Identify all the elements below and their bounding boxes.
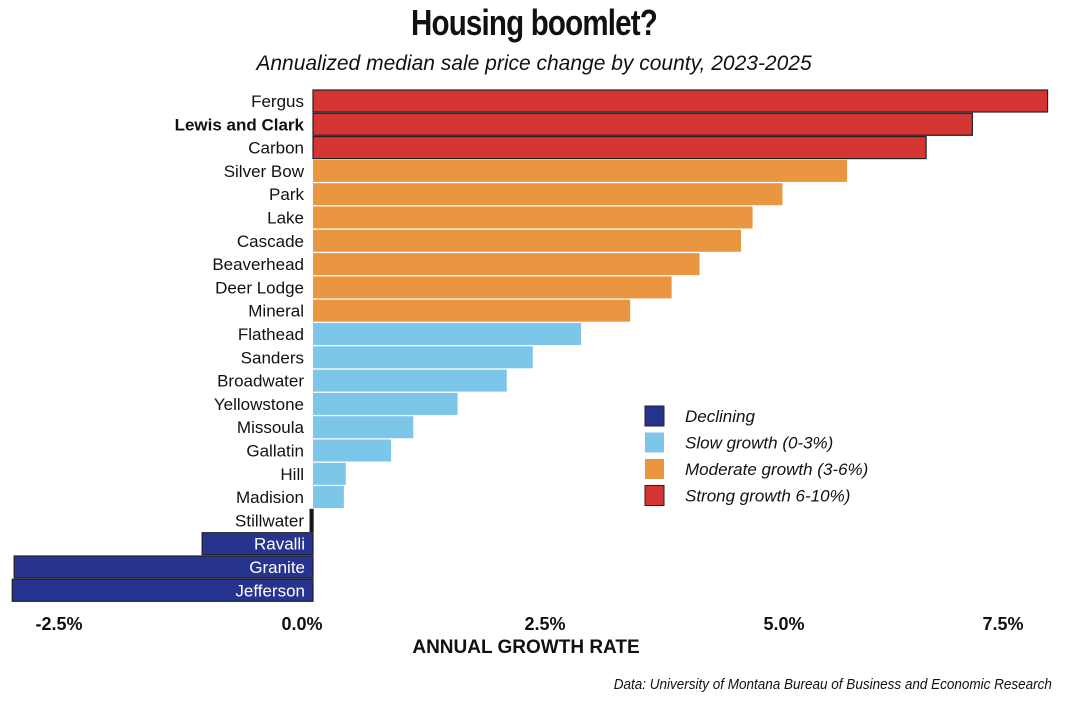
legend-label-slow: Slow growth (0-3%) bbox=[685, 434, 833, 453]
bar-deer-lodge bbox=[313, 276, 672, 299]
bar-madision bbox=[313, 486, 344, 509]
legend-label-strong: Strong growth 6-10%) bbox=[685, 487, 850, 506]
bar-stillwater bbox=[309, 508, 314, 532]
category-label: Ravalli bbox=[254, 535, 305, 554]
x-axis-label: ANNUAL GROWTH RATE bbox=[412, 637, 640, 658]
category-label: Mineral bbox=[248, 302, 304, 321]
bar-gallatin bbox=[313, 439, 392, 462]
category-labels: Fergus Lewis and Clark Carbon Silver Bow Par… bbox=[175, 92, 305, 600]
category-label: Broadwater bbox=[217, 372, 304, 391]
legend-label-declining: Declining bbox=[685, 407, 755, 426]
legend-swatch-slow bbox=[645, 432, 664, 453]
bar-yellowstone bbox=[313, 392, 458, 415]
category-label: Sanders bbox=[241, 348, 304, 367]
legend-swatch-declining bbox=[644, 405, 665, 427]
bar-flathead bbox=[313, 323, 581, 345]
bar-lewis-and-clark bbox=[312, 112, 973, 136]
bar-broadwater bbox=[313, 369, 507, 392]
bar-hill bbox=[313, 462, 346, 485]
bar-lake bbox=[313, 206, 753, 229]
category-label: Carbon bbox=[248, 139, 304, 158]
bar-jefferson bbox=[11, 578, 314, 602]
x-tick-label: 2.5% bbox=[524, 614, 565, 634]
legend-swatch-strong bbox=[644, 485, 665, 506]
category-label: Madision bbox=[236, 488, 304, 507]
category-label: Yellowstone bbox=[214, 395, 304, 414]
category-label: Jefferson bbox=[235, 581, 305, 600]
category-label: Granite bbox=[249, 558, 305, 577]
bar-mineral bbox=[313, 299, 631, 322]
chart-subtitle: Annualized median sale price change by c… bbox=[256, 52, 812, 75]
source-note: Data: University of Montana Bureau of Bu… bbox=[613, 676, 1052, 693]
legend: Declining Slow growth (0-3%) Moderate grow… bbox=[644, 405, 868, 506]
category-label: Fergus bbox=[251, 92, 304, 111]
category-label: Hill bbox=[280, 465, 304, 484]
category-label: Lake bbox=[267, 209, 304, 228]
legend-swatch-moderate bbox=[645, 459, 664, 479]
category-label: Missoula bbox=[237, 418, 305, 437]
bar-beaverhead bbox=[313, 253, 700, 276]
category-label: Cascade bbox=[237, 232, 304, 251]
category-label: Gallatin bbox=[246, 442, 304, 461]
category-label: Stillwater bbox=[235, 511, 304, 530]
bar-sanders bbox=[313, 346, 533, 369]
x-tick-label: 7.5% bbox=[982, 614, 1023, 634]
bar-carbon bbox=[312, 136, 927, 160]
category-label: Lewis and Clark bbox=[175, 115, 305, 134]
category-label: Park bbox=[269, 185, 304, 204]
bar-park bbox=[313, 183, 783, 206]
legend-label-moderate: Moderate growth (3-6%) bbox=[685, 460, 868, 479]
x-tick-label: 5.0% bbox=[763, 614, 804, 634]
chart-title: Housing boomlet? bbox=[411, 2, 658, 43]
x-axis-ticks: -2.5% 0.0% 2.5% 5.0% 7.5% bbox=[35, 614, 1023, 634]
bars-group bbox=[11, 89, 1049, 602]
bar-ravalli bbox=[201, 532, 314, 556]
bar-granite bbox=[13, 555, 314, 579]
category-label: Deer Lodge bbox=[215, 278, 304, 297]
bar-fergus bbox=[312, 89, 1049, 113]
category-label: Silver Bow bbox=[224, 162, 305, 181]
x-tick-label: 0.0% bbox=[281, 614, 322, 634]
bar-missoula bbox=[313, 416, 414, 439]
bar-silver-bow bbox=[313, 159, 848, 182]
bar-cascade bbox=[313, 229, 742, 252]
x-tick-label: -2.5% bbox=[35, 614, 82, 634]
category-label: Flathead bbox=[238, 325, 304, 344]
category-label: Beaverhead bbox=[212, 255, 304, 274]
